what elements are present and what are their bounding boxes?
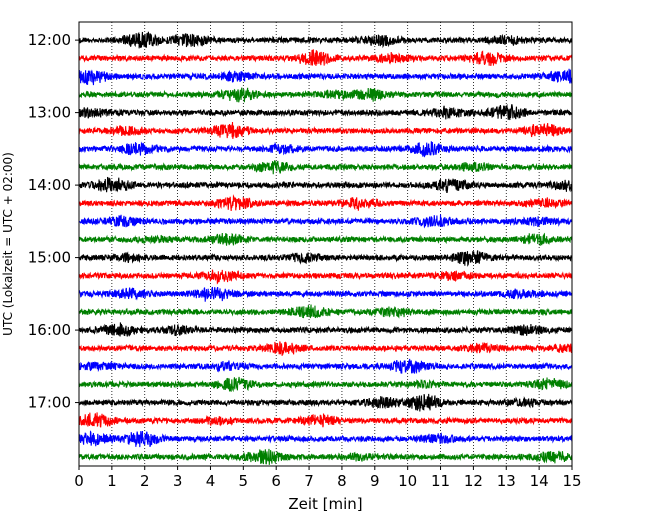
trace-1600 <box>78 322 573 338</box>
y-tick-label: 13:00 <box>28 104 71 122</box>
trace-1730 <box>78 430 573 448</box>
trace-1615 <box>78 341 573 356</box>
x-tick-label: 6 <box>271 472 281 490</box>
trace-1315 <box>78 122 573 139</box>
x-tick-label: 9 <box>370 472 380 490</box>
x-tick-label: 12 <box>464 472 483 490</box>
trace-1230 <box>78 68 573 86</box>
trace-1215 <box>78 49 573 66</box>
x-tick-label: 0 <box>74 472 84 490</box>
trace-1700 <box>78 393 573 412</box>
x-tick-label: 7 <box>304 472 314 490</box>
x-tick-label: 1 <box>107 472 117 490</box>
trace-1245 <box>78 87 573 103</box>
x-tick-label: 2 <box>140 472 150 490</box>
trace-1530 <box>78 286 573 302</box>
y-axis-label: UTC (Lokalzeit = UTC + 02:00) <box>1 152 15 336</box>
x-tick-label: 14 <box>530 472 549 490</box>
y-tick-label: 16:00 <box>28 321 71 339</box>
trace-1500 <box>78 250 573 267</box>
trace-1445 <box>78 232 573 246</box>
x-axis-label: Zeit [min] <box>288 495 362 513</box>
trace-1430 <box>78 214 573 229</box>
y-tick-label: 14:00 <box>28 176 71 194</box>
trace-1630 <box>78 358 573 375</box>
trace-1515 <box>78 269 573 285</box>
trace-1745 <box>78 448 573 465</box>
trace-1645 <box>78 376 573 393</box>
trace-1330 <box>78 141 573 158</box>
seismic-traces <box>78 31 573 465</box>
grid-lines <box>111 22 540 466</box>
trace-1200 <box>78 31 573 49</box>
y-tick-label: 15:00 <box>28 249 71 267</box>
x-tick-label: 3 <box>173 472 183 490</box>
x-axis-ticks: 0 1 2 3 4 5 6 7 8 9 10 11 12 13 14 15 <box>74 466 582 490</box>
x-tick-label: 8 <box>337 472 347 490</box>
x-tick-label: 13 <box>497 472 516 490</box>
trace-1415 <box>78 194 573 211</box>
y-tick-label: 12:00 <box>28 31 71 49</box>
y-axis-ticks: 12:00 13:00 14:00 15:00 16:00 17:00 <box>28 31 79 412</box>
x-tick-label: 15 <box>562 472 581 490</box>
x-tick-label: 10 <box>398 472 417 490</box>
trace-1345 <box>78 160 573 175</box>
x-tick-label: 4 <box>206 472 216 490</box>
trace-1715 <box>78 412 573 428</box>
x-tick-label: 5 <box>239 472 249 490</box>
plot-frame <box>78 21 573 467</box>
trace-1545 <box>78 304 573 319</box>
x-tick-label: 11 <box>431 472 450 490</box>
trace-1400 <box>78 176 573 193</box>
y-tick-label: 17:00 <box>28 394 71 412</box>
trace-1300 <box>78 103 573 121</box>
